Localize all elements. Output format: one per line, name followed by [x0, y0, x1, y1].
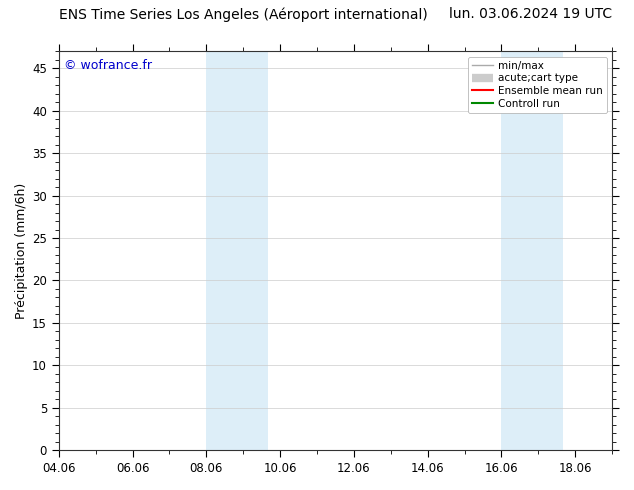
Bar: [207, 51, 268, 450]
Text: ENS Time Series Los Angeles (Aéroport international): ENS Time Series Los Angeles (Aéroport in…: [59, 7, 427, 22]
Bar: [501, 51, 563, 450]
Legend: min/max, acute;cart type, Ensemble mean run, Controll run: min/max, acute;cart type, Ensemble mean …: [468, 56, 607, 113]
Text: © wofrance.fr: © wofrance.fr: [65, 59, 152, 73]
Text: lun. 03.06.2024 19 UTC: lun. 03.06.2024 19 UTC: [449, 7, 612, 22]
Y-axis label: Précipitation (mm/6h): Précipitation (mm/6h): [15, 183, 28, 319]
